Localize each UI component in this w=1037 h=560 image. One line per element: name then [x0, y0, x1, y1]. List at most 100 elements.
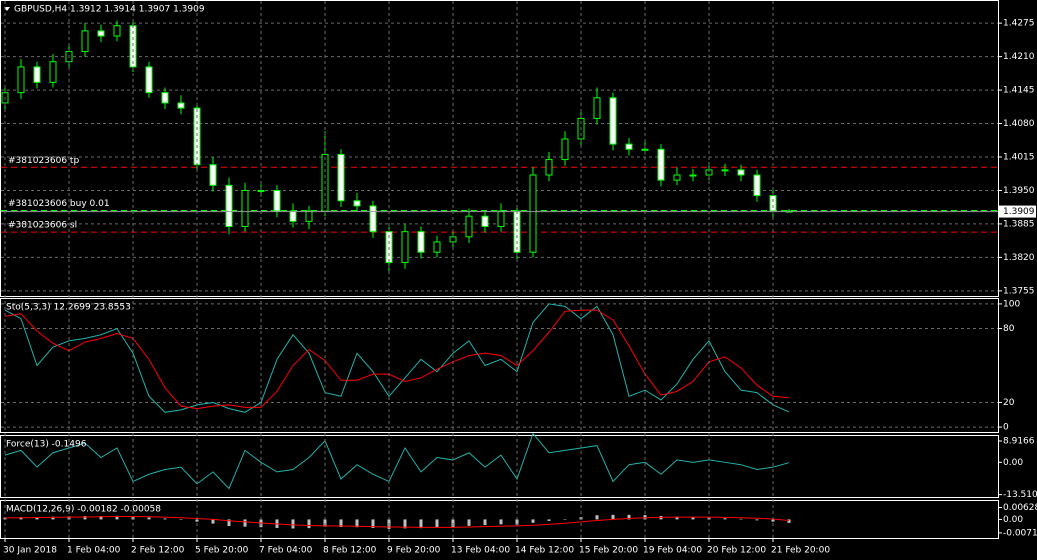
candle-body: [545, 159, 553, 176]
price-frame: [0, 0, 999, 297]
histogram-bar: [611, 514, 615, 520]
histogram-bar: [739, 518, 743, 520]
candle-body: [241, 189, 249, 227]
y-tick-label: 20: [1003, 398, 1015, 408]
y-tick-label: 0: [1003, 423, 1009, 433]
order-label: #381023606 sl: [8, 221, 77, 231]
order-label: #381023606 buy 0.01: [8, 199, 110, 209]
y-tick-label: 0.00628: [1003, 503, 1037, 513]
histogram-bar: [771, 519, 775, 522]
candle-body: [209, 164, 217, 186]
candle-body: [113, 25, 121, 37]
histogram-bar: [99, 515, 103, 520]
candle-body: [721, 169, 729, 172]
y-tick-label: 8.9166: [1003, 436, 1035, 446]
candle-body: [177, 102, 185, 109]
histogram-bar: [51, 516, 55, 520]
candle-body: [753, 174, 761, 197]
histogram-bar: [147, 517, 151, 520]
candle-body: [369, 205, 377, 233]
histogram-bar: [419, 519, 423, 529]
histogram-bar: [563, 519, 567, 520]
current-price: 1.3909: [1003, 207, 1035, 217]
histogram-bar: [83, 515, 87, 520]
candle-body: [593, 97, 601, 119]
candle-body: [769, 195, 777, 212]
candle-body: [689, 174, 697, 177]
y-tick-label: 1.3950: [1003, 186, 1035, 196]
y-tick-label: 100: [1003, 299, 1020, 309]
candle-body: [289, 210, 297, 222]
y-tick-label: 1.4015: [1003, 152, 1035, 162]
candle-body: [17, 66, 25, 94]
force-frame: [0, 435, 999, 498]
histogram-bar: [675, 516, 679, 520]
histogram-bar: [291, 519, 295, 529]
histogram-bar: [211, 519, 215, 524]
indicator-line: [4, 516, 790, 528]
x-tick-label: 21 Feb 20:00: [771, 546, 830, 556]
indicator-line: [4, 309, 790, 410]
histogram-bar: [115, 515, 119, 520]
candle-body: [145, 66, 153, 94]
histogram-bar: [547, 519, 551, 521]
x-tick-label: 13 Feb 04:00: [451, 546, 510, 556]
histogram-bar: [403, 519, 407, 529]
candle-body: [337, 153, 345, 202]
candle-body: [273, 189, 281, 212]
candle-body: [161, 92, 169, 104]
histogram-bar: [227, 519, 231, 527]
y-tick-label: 1.4210: [1003, 52, 1035, 62]
y-tick-label: 1.3885: [1003, 219, 1035, 229]
histogram-bar: [483, 519, 487, 526]
x-tick-label: 5 Feb 20:00: [195, 546, 249, 556]
x-tick-label: 8 Feb 12:00: [323, 546, 377, 556]
histogram-bar: [755, 519, 759, 521]
candle-body: [673, 174, 681, 181]
candle-body: [417, 231, 425, 253]
x-tick-label: 7 Feb 04:00: [259, 546, 313, 556]
y-tick-label: 1.3820: [1003, 253, 1035, 263]
histogram-bar: [435, 519, 439, 528]
x-tick-label: 20 Feb 12:00: [707, 546, 766, 556]
indicator-line: [4, 432, 790, 490]
y-tick-label: 0.00: [1003, 515, 1023, 525]
x-tick-label: 14 Feb 12:00: [515, 546, 574, 556]
x-tick-label: 15 Feb 20:00: [579, 546, 638, 556]
candle-body: [465, 215, 473, 238]
candle-body: [49, 61, 57, 83]
histogram-bar: [307, 519, 311, 529]
candle-body: [497, 210, 505, 227]
candle-body: [81, 30, 89, 52]
histogram-bar: [499, 519, 503, 525]
histogram-bar: [787, 519, 791, 523]
x-tick-label: 9 Feb 20:00: [387, 546, 441, 556]
indicator-line: [4, 303, 790, 413]
candle-body: [401, 231, 409, 264]
histogram-bar: [467, 519, 471, 526]
histogram-bar: [627, 514, 631, 520]
x-tick-label: 2 Feb 12:00: [131, 546, 185, 556]
y-tick-label: 0.00: [1003, 458, 1023, 468]
x-tick-label: 19 Feb 04:00: [643, 546, 702, 556]
stochastic-frame: [0, 298, 999, 433]
histogram-bar: [723, 518, 727, 520]
x-tick-label: 30 Jan 2018: [3, 546, 57, 556]
panel-title: Force(13) -0.1496: [6, 440, 87, 450]
candle-body: [641, 148, 649, 151]
panel-title: GBPUSD,H4 1.3912 1.3914 1.3907 1.3909: [14, 5, 205, 15]
histogram-bar: [595, 515, 599, 520]
histogram-bar: [371, 519, 375, 528]
candle-body: [225, 184, 233, 227]
panel-title: MACD(12,26,9) -0.00182 -0.00058: [6, 505, 161, 515]
y-tick-label: 1.3755: [1003, 286, 1035, 296]
histogram-bar: [515, 519, 519, 525]
candle-body: [529, 174, 537, 253]
histogram-bar: [339, 519, 343, 527]
y-tick-label: 1.4145: [1003, 86, 1035, 96]
histogram-bar: [195, 519, 199, 522]
histogram-bar: [19, 517, 23, 520]
histogram-bar: [531, 519, 535, 523]
